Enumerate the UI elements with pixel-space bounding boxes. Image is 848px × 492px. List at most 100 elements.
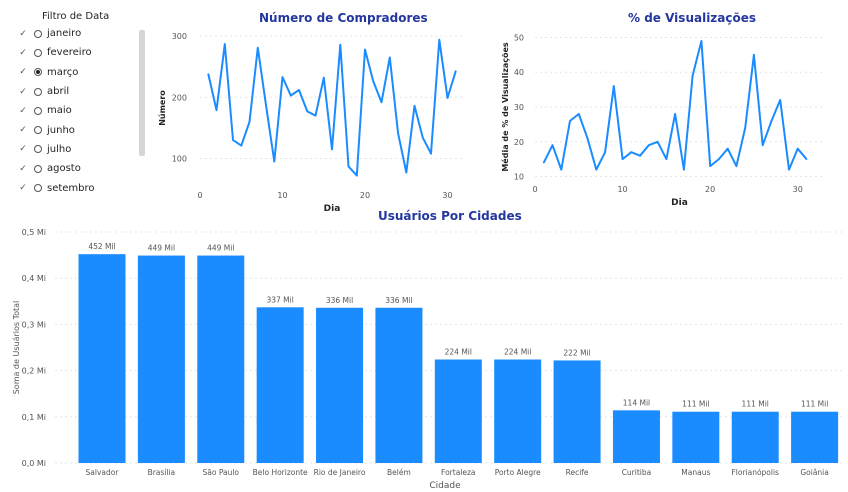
chevron-down-icon[interactable]: ✓ bbox=[19, 86, 27, 97]
x-tick-label: 10 bbox=[277, 191, 287, 200]
bar bbox=[434, 359, 482, 463]
slicer-item-junho[interactable]: ✓ junho bbox=[16, 120, 126, 139]
data-point bbox=[648, 144, 650, 147]
chevron-down-icon[interactable]: ✓ bbox=[19, 28, 27, 39]
x-tick-label: 30 bbox=[793, 185, 803, 194]
slicer-item-marco[interactable]: ✓ março bbox=[16, 63, 126, 82]
data-point bbox=[770, 120, 773, 122]
x-tick-label: Florianópolis bbox=[731, 468, 779, 477]
series-line bbox=[207, 38, 457, 177]
data-point bbox=[339, 43, 342, 46]
data-point bbox=[700, 40, 703, 42]
slicer-item-julho[interactable]: ✓ julho bbox=[16, 140, 126, 159]
data-point bbox=[630, 151, 633, 153]
data-point bbox=[744, 127, 746, 129]
bar bbox=[137, 255, 185, 463]
data-point bbox=[805, 158, 808, 160]
slicer-item-label: janeiro bbox=[47, 28, 82, 40]
slicer-item-fevereiro[interactable]: ✓ fevereiro bbox=[16, 43, 126, 62]
data-point bbox=[306, 110, 309, 113]
data-point bbox=[560, 168, 563, 171]
radio-button[interactable] bbox=[34, 48, 42, 57]
slicer-item-setembro[interactable]: ✓ setembro bbox=[16, 178, 126, 197]
bar bbox=[256, 307, 304, 463]
slicer-list: ✓ janeiro ✓ fevereiro ✓ março ✓ abril ✓ … bbox=[16, 24, 126, 198]
chevron-down-icon[interactable]: ✓ bbox=[19, 144, 27, 155]
data-point bbox=[753, 54, 755, 56]
data-point bbox=[430, 152, 432, 155]
data-point bbox=[569, 120, 571, 122]
data-point bbox=[621, 158, 624, 160]
slicer-item-agosto[interactable]: ✓ agosto bbox=[16, 159, 126, 178]
y-tick-label: 30 bbox=[514, 103, 524, 112]
x-tick-label: Salvador bbox=[86, 468, 120, 477]
data-point bbox=[331, 148, 333, 151]
slicer-item-label: maio bbox=[47, 105, 72, 117]
data-point bbox=[709, 165, 711, 167]
x-tick-label: Porto Alegre bbox=[495, 468, 541, 477]
chevron-down-icon[interactable]: ✓ bbox=[19, 163, 27, 174]
x-tick-label: Belo Horizonte bbox=[253, 468, 308, 477]
radio-button[interactable] bbox=[34, 164, 42, 173]
data-point bbox=[683, 168, 685, 171]
data-point bbox=[289, 94, 292, 97]
y-tick-label: 300 bbox=[172, 32, 187, 41]
bar bbox=[316, 307, 364, 463]
bar bbox=[553, 360, 601, 463]
data-point bbox=[586, 137, 589, 140]
data-point bbox=[223, 43, 226, 45]
data-label: 111 Mil bbox=[682, 400, 709, 409]
data-point bbox=[388, 56, 391, 59]
data-label: 111 Mil bbox=[801, 400, 828, 409]
radio-button[interactable] bbox=[34, 106, 42, 115]
data-point bbox=[577, 113, 580, 115]
data-point bbox=[240, 144, 243, 147]
data-label: 452 Mil bbox=[88, 242, 115, 251]
chevron-down-icon[interactable]: ✓ bbox=[19, 125, 27, 136]
data-label: 449 Mil bbox=[207, 244, 234, 253]
radio-button[interactable] bbox=[34, 29, 42, 38]
chevron-down-icon[interactable]: ✓ bbox=[19, 67, 27, 78]
data-point bbox=[232, 139, 234, 141]
radio-button[interactable] bbox=[34, 126, 42, 135]
data-label: 224 Mil bbox=[445, 348, 472, 357]
data-point bbox=[347, 165, 350, 168]
radio-button-selected[interactable] bbox=[34, 68, 42, 77]
chevron-down-icon[interactable]: ✓ bbox=[19, 105, 27, 116]
x-axis-label: Dia bbox=[671, 198, 688, 208]
chevron-down-icon[interactable]: ✓ bbox=[19, 183, 27, 194]
x-tick-label: Brasília bbox=[148, 468, 176, 477]
y-axis-label: Soma de Usuários Total bbox=[12, 301, 21, 395]
bar-chart-usuarios: 0,0 Mi 0,1 Mi 0,2 Mi 0,3 Mi 0,4 Mi 0,5 Mi 452 … bbox=[12, 228, 845, 491]
chevron-down-icon[interactable]: ✓ bbox=[19, 47, 27, 58]
data-point bbox=[613, 85, 615, 87]
data-point bbox=[788, 168, 790, 171]
data-point bbox=[595, 168, 598, 171]
data-point bbox=[542, 161, 545, 164]
y-tick-label: 200 bbox=[172, 93, 187, 102]
series-line bbox=[542, 40, 808, 171]
slicer-item-maio[interactable]: ✓ maio bbox=[16, 101, 126, 120]
x-tick-label: 10 bbox=[617, 185, 627, 194]
data-point bbox=[322, 76, 325, 79]
data-point bbox=[355, 174, 358, 177]
data-point bbox=[273, 160, 276, 163]
radio-button[interactable] bbox=[34, 145, 42, 154]
y-tick-label: 0,3 Mi bbox=[22, 320, 46, 329]
y-tick-label: 20 bbox=[514, 138, 524, 147]
radio-button[interactable] bbox=[34, 87, 42, 96]
data-label: 224 Mil bbox=[504, 348, 531, 357]
data-point bbox=[405, 171, 408, 174]
slicer-item-label: abril bbox=[47, 86, 70, 98]
data-point bbox=[446, 97, 449, 99]
slicer-item-abril[interactable]: ✓ abril bbox=[16, 82, 126, 101]
radio-button[interactable] bbox=[34, 184, 42, 193]
x-tick-label: 20 bbox=[360, 191, 370, 200]
data-point bbox=[665, 158, 668, 160]
y-tick-label: 0,0 Mi bbox=[22, 459, 46, 468]
slicer-scrollbar[interactable] bbox=[139, 30, 145, 156]
data-point bbox=[397, 131, 399, 134]
data-point bbox=[604, 151, 606, 153]
y-tick-label: 40 bbox=[514, 68, 524, 77]
slicer-item-janeiro[interactable]: ✓ janeiro bbox=[16, 24, 126, 43]
